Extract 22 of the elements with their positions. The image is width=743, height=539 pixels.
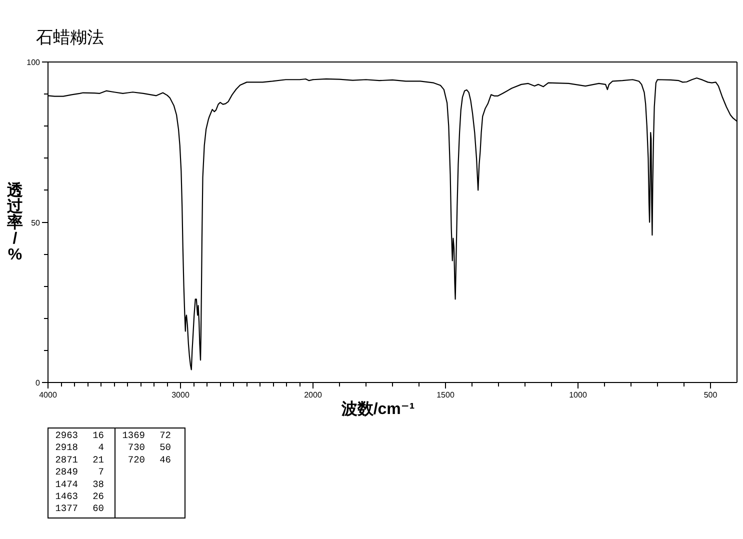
y-tick-label: 100 bbox=[26, 58, 41, 67]
text: 1463 26 bbox=[55, 491, 104, 502]
x-tick-label: 500 bbox=[704, 390, 718, 400]
text: 2871 21 bbox=[55, 454, 104, 466]
text: 2963 16 bbox=[55, 430, 104, 441]
text: 2849 7 bbox=[55, 466, 104, 478]
x-tick-label: 3000 bbox=[172, 390, 190, 400]
x-tick-label: 4000 bbox=[39, 390, 58, 400]
text: 730 50 bbox=[128, 442, 172, 454]
x-tick-label: 1500 bbox=[436, 390, 455, 400]
chart-title: 石蜡糊法 bbox=[36, 28, 104, 47]
text: 1369 72 bbox=[122, 430, 172, 441]
text: 2918 4 bbox=[55, 442, 104, 454]
y-tick-label: 50 bbox=[31, 218, 41, 228]
y-axis-title: 透过率/% bbox=[6, 181, 24, 264]
text: 1377 60 bbox=[55, 503, 104, 514]
y-tick-label: 0 bbox=[36, 378, 41, 388]
x-tick-label: 2000 bbox=[304, 390, 322, 400]
x-tick-label: 1000 bbox=[569, 390, 588, 400]
text: 720 46 bbox=[128, 454, 172, 466]
x-axis-title: 波数/cm⁻¹ bbox=[340, 400, 415, 418]
text: 1474 38 bbox=[55, 478, 104, 490]
